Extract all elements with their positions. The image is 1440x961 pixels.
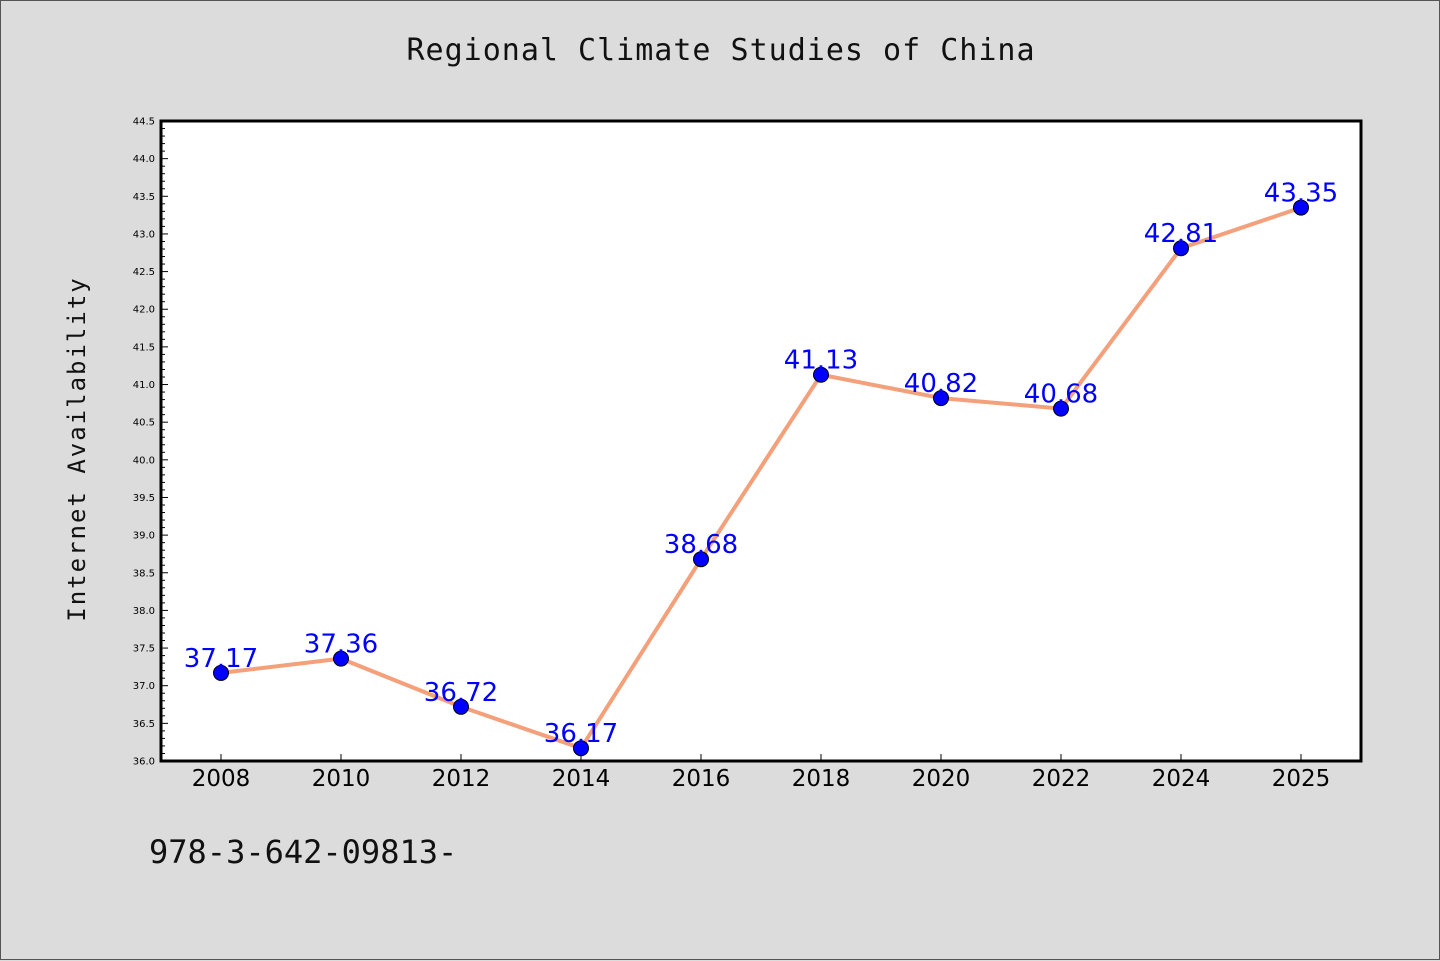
data-label: 41.13 xyxy=(784,346,858,376)
x-tick-label: 2008 xyxy=(192,766,251,792)
data-point xyxy=(1053,400,1069,417)
y-tick-label: 41.5 xyxy=(133,342,155,353)
x-tick-label: 2018 xyxy=(792,766,851,792)
y-axis: 36.0 36.5 37.0 37.5 38.0 38.5 39.0 39.5 40.0 40.5… xyxy=(133,117,168,768)
y-tick-label: 39.0 xyxy=(133,531,155,542)
data-point xyxy=(1293,199,1309,216)
data-point xyxy=(693,551,709,568)
data-label: 43.35 xyxy=(1264,179,1338,209)
data-label: 40.68 xyxy=(1024,380,1098,410)
data-point xyxy=(573,740,589,757)
footnote-text: 978-3-642-09813- xyxy=(149,833,458,871)
y-tick-label: 40.5 xyxy=(133,418,155,429)
x-tick-label: 2014 xyxy=(552,766,611,792)
data-label: 40.82 xyxy=(904,369,978,399)
x-tick-label: 2025 xyxy=(1272,766,1331,792)
data-label: 36.72 xyxy=(424,678,498,708)
x-tick-label: 2016 xyxy=(672,766,731,792)
data-point xyxy=(1173,240,1189,257)
y-tick-label: 36.0 xyxy=(133,757,155,768)
series-line xyxy=(219,205,1303,751)
data-label: 36.17 xyxy=(544,719,618,749)
data-labels: 37.17 37.36 36.72 36.17 38.68 41.13 40.82 40.68… xyxy=(184,179,1338,750)
data-points xyxy=(213,199,1309,757)
y-tick-label: 39.5 xyxy=(133,493,155,504)
data-point xyxy=(333,650,349,667)
plot-frame xyxy=(159,119,1363,763)
y-tick-label: 44.5 xyxy=(133,117,155,128)
x-tick-label: 2024 xyxy=(1152,766,1211,792)
y-tick-label: 42.5 xyxy=(133,267,155,278)
y-tick-label: 38.5 xyxy=(133,568,155,579)
y-tick-label: 44.0 xyxy=(133,154,155,165)
x-axis: 2008 2010 2012 2014 2016 2018 2020 2022 2024 2025 xyxy=(192,754,1331,792)
data-label: 38.68 xyxy=(664,530,738,560)
x-tick-label: 2010 xyxy=(312,766,371,792)
data-label: 42.81 xyxy=(1144,219,1218,249)
x-tick-label: 2012 xyxy=(432,766,491,792)
data-label: 37.36 xyxy=(304,630,378,660)
chart-title: Regional Climate Studies of China xyxy=(406,33,1036,68)
y-tick-label: 43.5 xyxy=(133,192,155,203)
y-tick-label: 41.0 xyxy=(133,380,155,391)
data-label: 37.17 xyxy=(184,644,258,674)
y-tick-label: 36.5 xyxy=(133,719,155,730)
data-point xyxy=(933,390,949,407)
x-tick-label: 2022 xyxy=(1032,766,1091,792)
y-tick-label: 40.0 xyxy=(133,455,155,466)
y-tick-label: 43.0 xyxy=(133,229,155,240)
plot-area xyxy=(161,121,1361,761)
y-tick-label: 37.0 xyxy=(133,681,155,692)
data-point xyxy=(813,366,829,383)
y-tick-label: 38.0 xyxy=(133,606,155,617)
x-tick-label: 2020 xyxy=(912,766,971,792)
y-tick-label: 37.5 xyxy=(133,644,155,655)
data-point xyxy=(213,664,229,681)
data-point xyxy=(453,698,469,715)
y-tick-label: 42.0 xyxy=(133,305,155,316)
